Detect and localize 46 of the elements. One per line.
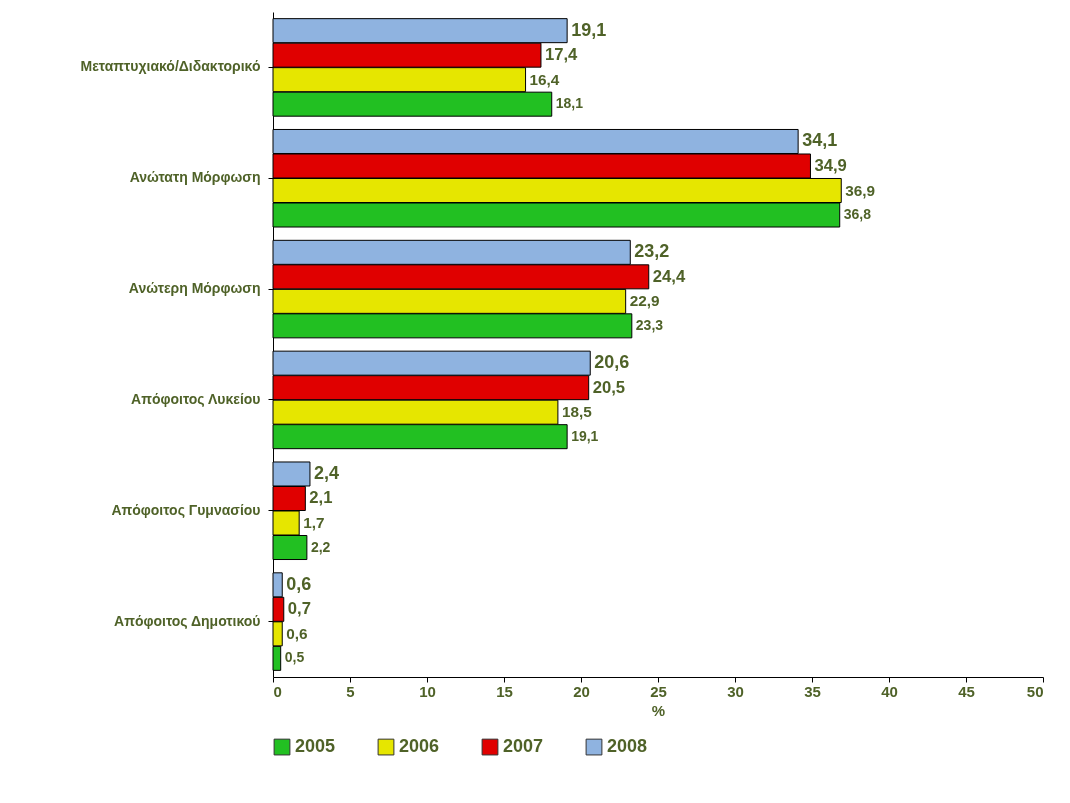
data-label: 19,1 [571, 19, 607, 40]
x-tick-label: 35 [804, 682, 821, 700]
x-tick-label: 0 [273, 682, 282, 700]
data-label: 17,4 [544, 45, 579, 65]
data-label: 2,1 [309, 488, 333, 508]
legend-label: 2005 [295, 736, 336, 757]
data-label: 36,8 [843, 206, 872, 223]
data-label: 0,6 [286, 624, 308, 642]
data-label: 0,7 [287, 599, 311, 619]
data-label: 23,2 [634, 241, 670, 262]
legend-label: 2007 [503, 736, 544, 757]
data-label: 18,5 [561, 403, 593, 421]
data-label: 34,9 [814, 156, 847, 175]
y-tick-label: Μεταπτυχιακό/Διδακτορικό [80, 58, 261, 75]
legend-label: 2006 [399, 736, 440, 757]
x-tick-label: 40 [881, 682, 898, 700]
data-label: 20,6 [594, 352, 630, 373]
data-label: 0,5 [284, 649, 305, 666]
y-tick-label: Απόφοιτος Γυμνασίου [111, 501, 261, 518]
x-axis-title: % [651, 701, 666, 719]
x-tick-label: 30 [727, 682, 744, 700]
x-tick-label: 45 [958, 682, 975, 700]
data-label: 2,4 [313, 462, 339, 483]
x-tick-label: 10 [419, 682, 436, 700]
data-label: 18,1 [555, 95, 584, 112]
data-label: 23,3 [635, 316, 664, 333]
y-tick-label: Απόφοιτος Λυκείου [131, 390, 261, 407]
data-label: 0,6 [286, 573, 312, 594]
x-tick-label: 5 [346, 682, 355, 700]
x-tick-label: 50 [1026, 682, 1044, 700]
x-tick-label: 20 [573, 682, 590, 700]
data-label: 19,1 [571, 427, 599, 444]
y-tick-label: Ανώτατη Μόρφωση [129, 169, 261, 186]
data-label: 2,2 [310, 538, 331, 555]
data-label: 24,4 [652, 266, 686, 286]
x-tick-label: 15 [496, 682, 513, 700]
data-label: 34,1 [802, 130, 838, 151]
x-tick-label: 25 [650, 682, 667, 700]
data-label: 20,5 [592, 377, 626, 397]
data-label: 16,4 [529, 70, 560, 88]
data-label: 1,7 [303, 514, 325, 531]
data-label: 22,9 [629, 292, 660, 310]
y-tick-label: Απόφοιτος Δημοτικού [114, 612, 261, 629]
legend-label: 2008 [607, 736, 648, 757]
data-label: 36,9 [845, 181, 876, 199]
y-tick-label: Ανώτερη Μόρφωση [128, 280, 261, 297]
